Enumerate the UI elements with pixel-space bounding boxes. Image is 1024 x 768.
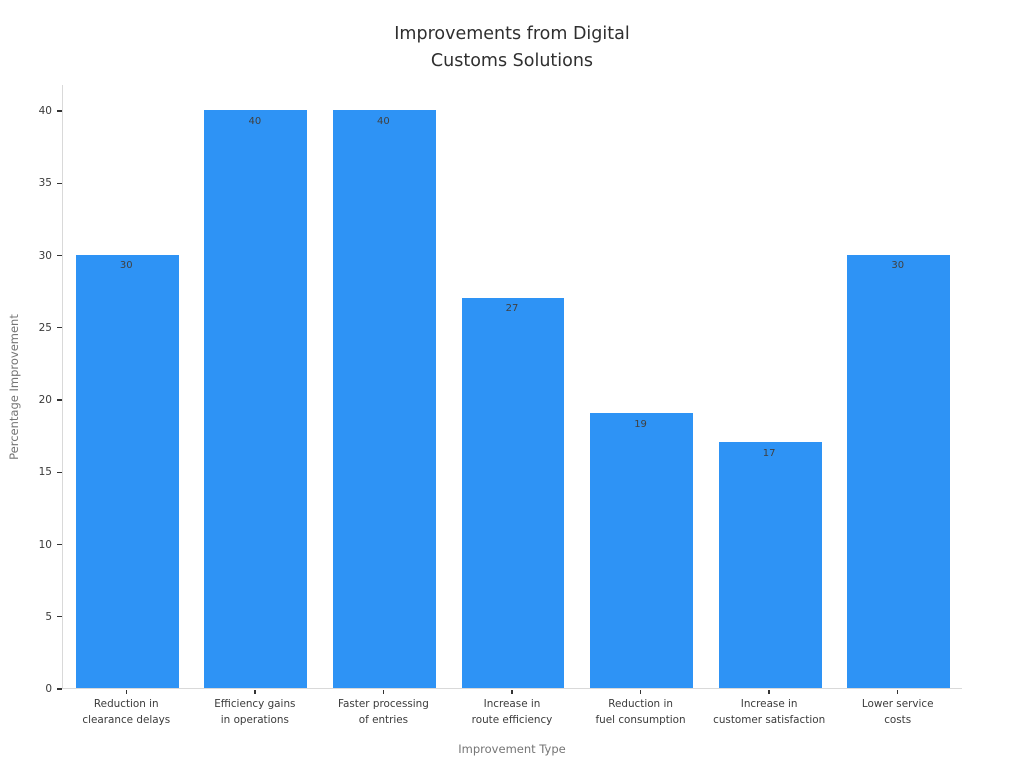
bar [847,254,951,688]
y-tick-label: 40 [38,105,52,117]
x-tick-label: Reduction in clearance delays [82,698,171,726]
x-axis-title: Improvement Type [458,742,566,756]
bar-value-label: 40 [377,115,390,127]
x-tick-mark [125,690,127,694]
x-tick-mark [254,690,256,694]
y-tick-mark [57,110,62,112]
x-tick-label: Efficiency gains in operations [214,698,296,726]
y-tick-mark [57,543,62,546]
y-tick-label: 5 [45,610,52,623]
x-tick-label: Reduction in fuel consumption [595,698,686,726]
x-tick-mark [511,690,513,694]
bar-value-label: 27 [505,303,519,315]
bar [590,413,693,688]
x-tick-label: Increase in customer satisfaction [713,698,826,726]
y-tick-label: 15 [38,466,52,479]
bar-value-label: 17 [762,447,776,459]
y-tick-label: 30 [38,249,52,262]
bar [204,110,308,688]
bar-value-label: 40 [248,115,262,127]
chart-title: Improvements from Digital Customs Soluti… [394,24,630,72]
y-tick-mark [57,182,62,184]
x-tick-label: Lower service costs [861,698,934,726]
x-tick-label: Faster processing of entries [338,698,429,726]
y-tick-mark [57,471,62,473]
y-axis-title: Percentage Improvement [7,314,21,460]
y-tick-mark [57,688,62,690]
plot-area [62,85,962,689]
bar-value-label: 19 [634,418,647,430]
y-tick-mark [57,254,62,257]
y-tick-label: 25 [38,321,52,334]
y-tick-mark [57,399,62,401]
y-tick-label: 10 [38,538,52,551]
bar [333,110,436,688]
bar [461,297,565,688]
y-tick-mark [57,616,62,618]
x-tick-mark [897,690,899,694]
bar [718,442,822,688]
x-tick-mark [382,690,385,694]
y-tick-label: 20 [38,394,52,406]
x-tick-label: Increase in route efficiency [471,698,553,726]
x-tick-mark [639,690,642,694]
y-tick-label: 35 [38,177,52,190]
bar-value-label: 30 [891,260,905,271]
bar [75,254,179,688]
bar-value-label: 30 [119,260,133,271]
x-tick-mark [768,690,770,694]
y-tick-mark [57,327,62,329]
y-tick-label: 0 [45,683,52,695]
